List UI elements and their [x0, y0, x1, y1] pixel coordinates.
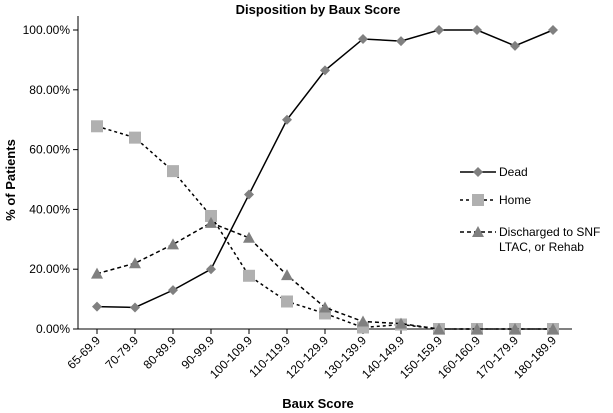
- legend-label: Dead: [499, 165, 528, 179]
- data-point: [396, 36, 406, 47]
- y-axis-label: % of Patients: [3, 139, 18, 221]
- y-tick-label: 20.00%: [29, 262, 70, 276]
- data-point: [395, 317, 407, 329]
- data-point: [510, 40, 520, 51]
- data-point: [548, 25, 558, 35]
- legend-label: Discharged to SNF: [499, 225, 600, 239]
- x-tick-label: 65-69.9: [64, 333, 103, 372]
- y-tick-label: 60.00%: [29, 143, 70, 157]
- data-point: [244, 189, 254, 200]
- x-tick-label: 70-79.9: [102, 333, 141, 372]
- data-point: [243, 231, 255, 243]
- data-point: [434, 25, 444, 35]
- data-point: [357, 315, 369, 327]
- data-point: [129, 257, 141, 269]
- x-tick-label: 100-109.9: [207, 333, 255, 381]
- x-axis-ticks: 65-69.9 70-79.9 80-89.9 90-99.9100-109.9110…: [64, 329, 559, 381]
- y-tick-label: 40.00%: [29, 202, 70, 216]
- series-group: [91, 25, 559, 335]
- series-0: [92, 25, 558, 313]
- legend-marker: [472, 194, 484, 206]
- data-point: [168, 285, 178, 296]
- y-tick-label: 100.00%: [23, 23, 71, 37]
- data-point: [167, 238, 179, 250]
- legend-label: LTAC, or Rehab: [499, 240, 584, 254]
- series-line: [96, 125, 553, 330]
- data-point: [281, 295, 293, 308]
- data-point: [547, 323, 559, 334]
- legend-item: Dead: [460, 165, 528, 179]
- data-point: [243, 269, 255, 282]
- x-tick-label: 80-89.9: [140, 333, 179, 372]
- chart-title: Disposition by Baux Score: [236, 2, 401, 17]
- data-point: [205, 216, 217, 228]
- data-point: [471, 323, 483, 334]
- data-point: [509, 323, 521, 334]
- data-point: [281, 269, 293, 281]
- data-point: [92, 301, 102, 312]
- data-point: [167, 165, 179, 178]
- y-tick-label: 0.00%: [36, 322, 70, 336]
- x-tick-label: 180-189.9: [511, 333, 559, 381]
- legend-marker: [472, 226, 484, 237]
- legend-label: Home: [499, 193, 531, 207]
- y-axis-ticks: 0.00% 20.00% 40.00% 60.00% 80.00% 100.00%: [23, 23, 78, 336]
- data-point: [319, 301, 331, 313]
- data-point: [91, 120, 103, 133]
- data-point: [206, 264, 216, 275]
- x-axis-label: Baux Score: [282, 396, 354, 411]
- data-point: [130, 302, 140, 313]
- data-point: [91, 267, 103, 279]
- data-point: [282, 114, 292, 125]
- legend-item: Home: [460, 193, 531, 207]
- axes: [77, 16, 572, 330]
- data-point: [205, 209, 217, 222]
- series-2: [91, 216, 559, 334]
- data-point: [433, 323, 445, 334]
- legend-marker: [473, 167, 483, 177]
- data-point: [320, 65, 330, 76]
- y-tick-label: 80.00%: [29, 83, 70, 97]
- data-point: [358, 33, 368, 44]
- data-point: [472, 25, 482, 35]
- data-point: [129, 131, 141, 144]
